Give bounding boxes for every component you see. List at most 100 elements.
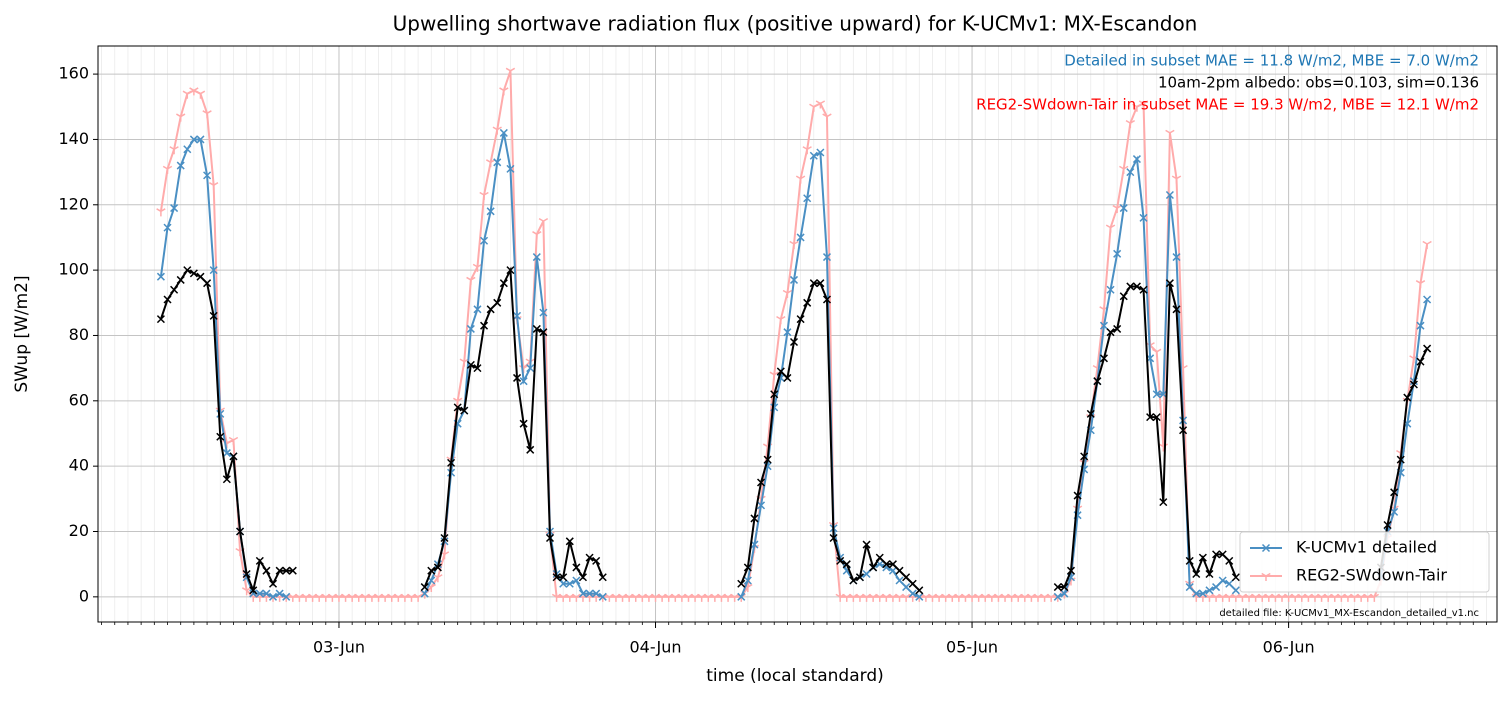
footnote: detailed file: K-UCMv1_MX-Escandon_detai… (1219, 608, 1479, 619)
data-point (1159, 498, 1168, 507)
data-point (809, 279, 818, 288)
data-point (572, 576, 581, 585)
data-point (499, 279, 508, 288)
data-point (756, 501, 766, 510)
data-point (915, 586, 924, 595)
data-point (855, 573, 864, 582)
data-point (1179, 426, 1188, 435)
data-point (796, 233, 805, 242)
data-point (526, 445, 535, 454)
legend-marker (1261, 543, 1271, 553)
data-point (585, 589, 594, 598)
data-point (1146, 413, 1155, 422)
data-point (493, 298, 502, 307)
data-point (1225, 579, 1234, 588)
data-point (1139, 285, 1148, 294)
data-point (750, 514, 759, 523)
data-point (1212, 583, 1221, 592)
data-point (170, 285, 179, 294)
data-point (908, 589, 917, 598)
data-point (512, 373, 522, 382)
plot-frame (97, 45, 1498, 623)
data-point (585, 553, 594, 562)
data-point (737, 592, 746, 601)
data-point (176, 275, 185, 284)
data-point (1152, 348, 1162, 357)
data-point (1060, 583, 1069, 592)
data-point (783, 328, 792, 337)
legend-marker (1261, 572, 1271, 581)
data-point (526, 364, 535, 373)
data-point (1390, 507, 1399, 516)
data-point (565, 537, 574, 546)
data-point (770, 390, 779, 399)
data-point (222, 475, 231, 484)
data-point (538, 217, 549, 227)
data-point (275, 566, 284, 575)
legend-box (1239, 531, 1490, 593)
data-point (849, 576, 858, 585)
data-point (1086, 409, 1095, 418)
data-point (1099, 354, 1108, 363)
data-point (532, 231, 542, 240)
data-point (506, 164, 515, 173)
data-point (545, 533, 555, 543)
data-point (413, 593, 423, 602)
data-point (1192, 589, 1201, 598)
data-point (176, 161, 185, 170)
data-point (1099, 321, 1108, 330)
data-point (420, 583, 429, 592)
data-point (802, 146, 812, 155)
data-point (559, 573, 568, 582)
data-point (1113, 249, 1122, 258)
data-point (1139, 213, 1148, 222)
data-point (882, 560, 891, 569)
data-point (156, 208, 166, 217)
data-point (1132, 282, 1141, 291)
y-tick-label: 100 (58, 260, 89, 279)
data-point (895, 566, 904, 575)
data-point (559, 579, 568, 588)
data-point (743, 576, 752, 585)
y-tick-label: 20 (69, 521, 89, 540)
data-point (1403, 393, 1412, 402)
data-point (1415, 280, 1426, 289)
data-point (895, 576, 904, 585)
data-point (268, 579, 278, 588)
chart-title: Upwelling shortwave radiation flux (posi… (393, 12, 1198, 36)
data-point (809, 103, 819, 112)
data-point (255, 589, 264, 598)
data-point (420, 589, 429, 598)
data-point (1073, 491, 1082, 500)
y-tick-label: 120 (58, 194, 89, 213)
data-point (1205, 586, 1214, 595)
data-point (460, 406, 469, 415)
data-point (592, 589, 601, 598)
data-point (163, 295, 172, 304)
data-point (486, 207, 495, 216)
data-point (1409, 380, 1418, 389)
data-point (822, 113, 832, 122)
data-point (203, 171, 212, 180)
data-point (888, 566, 897, 575)
data-point (1198, 553, 1207, 562)
data-point (229, 452, 238, 461)
data-point (1198, 589, 1207, 598)
data-point (1126, 282, 1135, 291)
y-axis-label: SWup [W/m2] (12, 275, 32, 392)
data-point (183, 145, 192, 154)
annotation: Detailed in subset MAE = 11.8 W/m2, MBE … (1064, 52, 1479, 70)
data-point (842, 560, 851, 569)
data-point (539, 308, 548, 317)
annotation: REG2-SWdown-Tair in subset MAE = 19.3 W/… (976, 96, 1479, 114)
data-point (466, 324, 475, 333)
data-point (1126, 168, 1135, 177)
data-point (480, 236, 489, 245)
data-point (486, 305, 495, 314)
data-point (1152, 390, 1161, 399)
data-point (1172, 253, 1181, 262)
data-point (1171, 175, 1182, 184)
data-point (170, 204, 179, 213)
data-point (1205, 569, 1214, 579)
